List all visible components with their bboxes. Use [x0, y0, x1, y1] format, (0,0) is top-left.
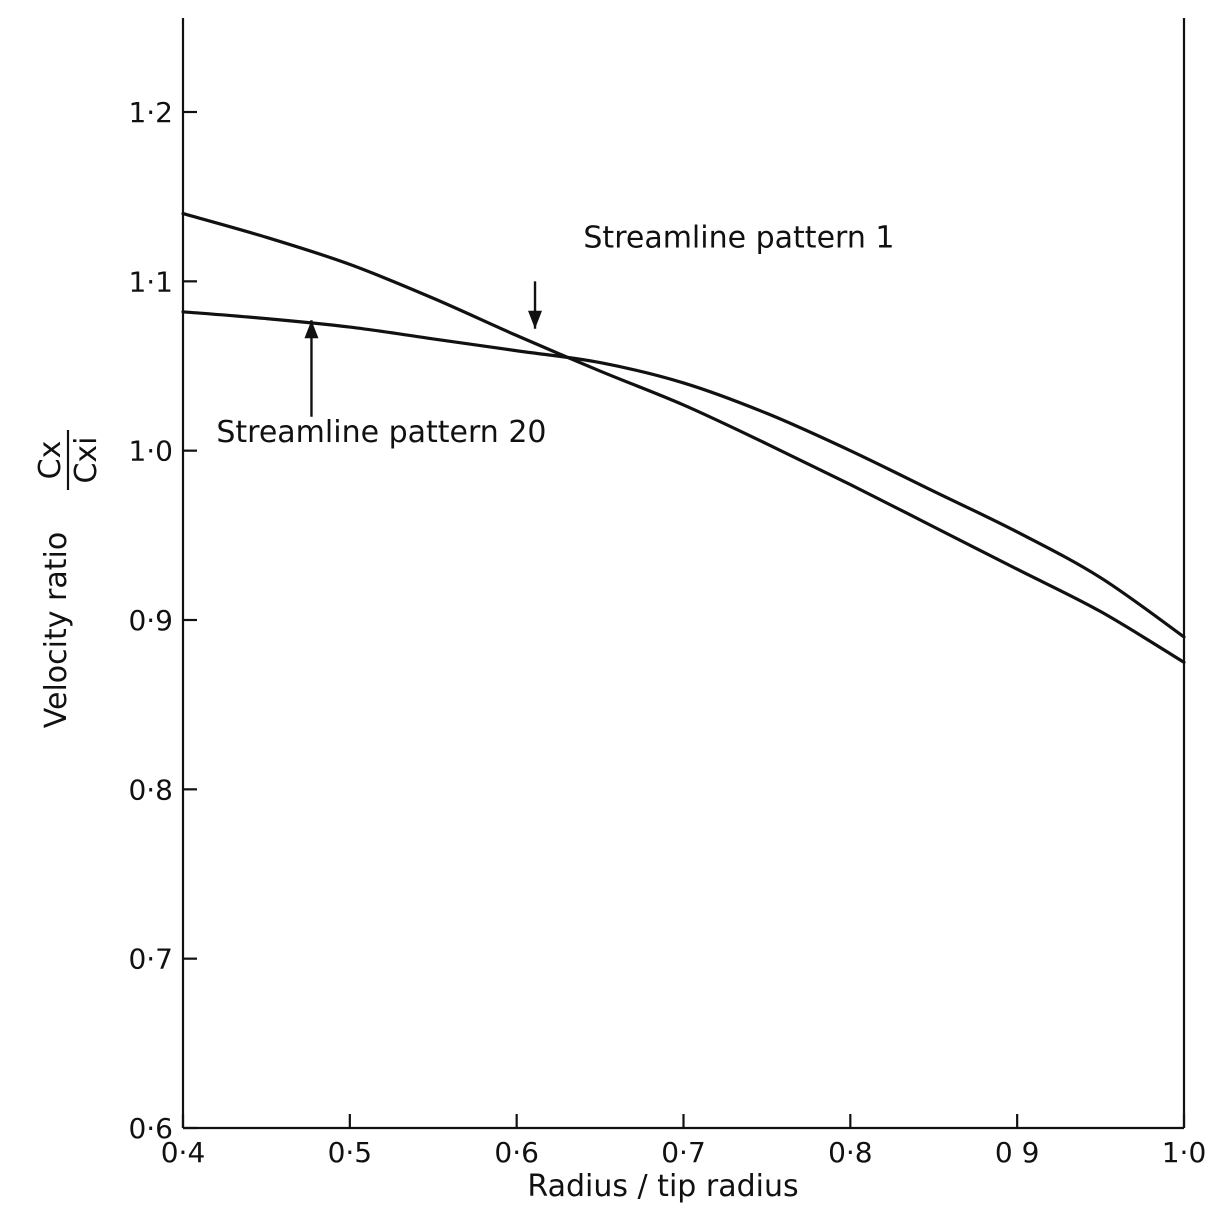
- y-tick-label: 1·1: [128, 265, 173, 298]
- x-tick-label: 0·6: [494, 1136, 539, 1169]
- annotation-layer: Streamline pattern 1 Streamline pattern 2…: [216, 220, 894, 450]
- x-axis-title: Radius / tip radius: [527, 1169, 798, 1204]
- y-tick-label: 0·9: [128, 604, 173, 637]
- x-tick-label: 1·0: [1162, 1136, 1207, 1169]
- y-tick-label: 1·2: [128, 96, 173, 129]
- y-tick-label: 0·7: [128, 943, 173, 976]
- y-tick-label: 0·6: [128, 1112, 173, 1145]
- series-line-1: [181, 212, 1186, 664]
- y-axis-symbol-numerator: Cx: [33, 441, 68, 480]
- y-axis-symbol-denominator: Cxi: [69, 436, 104, 483]
- x-tick-label: 0·8: [828, 1136, 873, 1169]
- annotation-label: Streamline pattern 1: [583, 220, 894, 255]
- annotation-label: Streamline pattern 20: [216, 415, 546, 450]
- x-tick-label: 0 9: [995, 1136, 1040, 1169]
- x-tick-label: 0·7: [661, 1136, 706, 1169]
- x-tick-label: 0·5: [328, 1136, 373, 1169]
- series-line-2: [181, 310, 1186, 639]
- y-axis-title-group: Velocity ratio Cx Cxi: [33, 430, 104, 728]
- y-ticks: 0·6 0·7 0·8 0·9 1·0 1·1 1·2: [128, 96, 197, 1145]
- y-axis-title: Velocity ratio: [39, 532, 74, 728]
- y-tick-label: 0·8: [128, 773, 173, 806]
- series-layer: [181, 212, 1186, 664]
- annotation-arrow-head: [528, 310, 543, 329]
- y-tick-label: 1·0: [128, 435, 173, 468]
- x-ticks: 0·4 0·5 0·6 0·7 0·8 0 9 1·0: [161, 1114, 1207, 1169]
- annotation-arrow-head: [304, 320, 319, 339]
- x-tick-label: 0·4: [161, 1136, 206, 1169]
